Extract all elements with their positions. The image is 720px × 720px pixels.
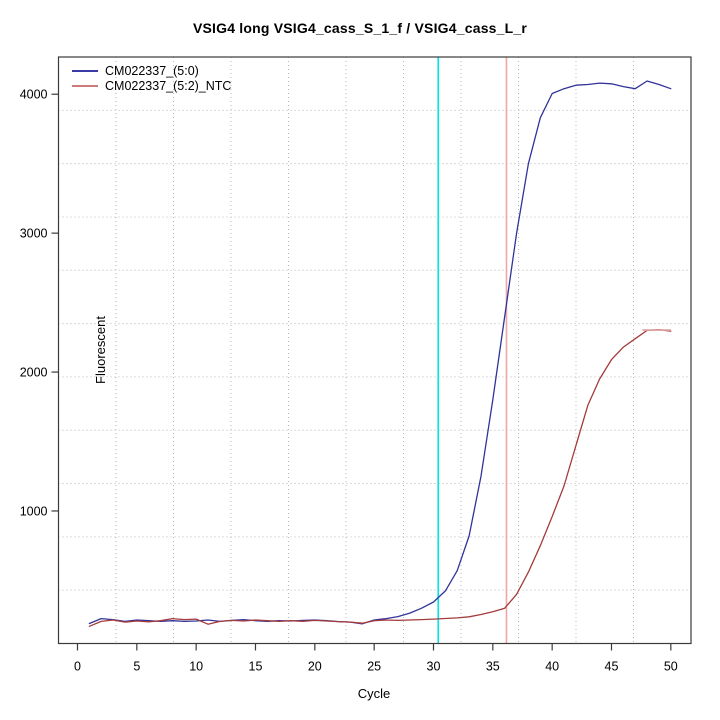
y-tick-label: 1000: [20, 504, 48, 518]
legend-row-1: CM022337_(5:2)_NTC: [72, 78, 231, 93]
legend-label: CM022337_(5:0): [105, 63, 199, 78]
x-tick-label: 20: [308, 660, 322, 674]
y-tick-label: 3000: [20, 227, 48, 241]
y-tick-label: 2000: [20, 366, 48, 380]
x-tick-label: 45: [605, 660, 619, 674]
chart-title: VSIG4 long VSIG4_cass_S_1_f / VSIG4_cass…: [192, 20, 528, 36]
y-tick-label: 4000: [20, 88, 48, 102]
x-tick-label: 5: [133, 660, 140, 674]
legend: CM022337_(5:0) CM022337_(5:2)_NTC: [72, 63, 231, 93]
legend-label: CM022337_(5:2)_NTC: [105, 78, 232, 93]
legend-row-0: CM022337_(5:0): [72, 63, 231, 78]
legend-line-swatch: [72, 69, 98, 72]
x-axis-title: Cycle: [357, 686, 391, 701]
series-line-0: [88, 80, 672, 625]
x-tick-label: 50: [664, 660, 678, 674]
x-tick-label: 10: [189, 660, 203, 674]
x-tick-label: 25: [367, 660, 381, 674]
x-tick-label: 0: [74, 660, 81, 674]
y-axis-title: Fluorescent: [93, 316, 108, 384]
legend-line-swatch: [72, 84, 98, 87]
x-tick-label: 15: [249, 660, 263, 674]
plot-box: [57, 56, 692, 645]
x-tick-label: 40: [545, 660, 559, 674]
x-tick-label: 35: [486, 660, 500, 674]
x-tick-label: 30: [427, 660, 441, 674]
series-line-1: [88, 329, 672, 627]
